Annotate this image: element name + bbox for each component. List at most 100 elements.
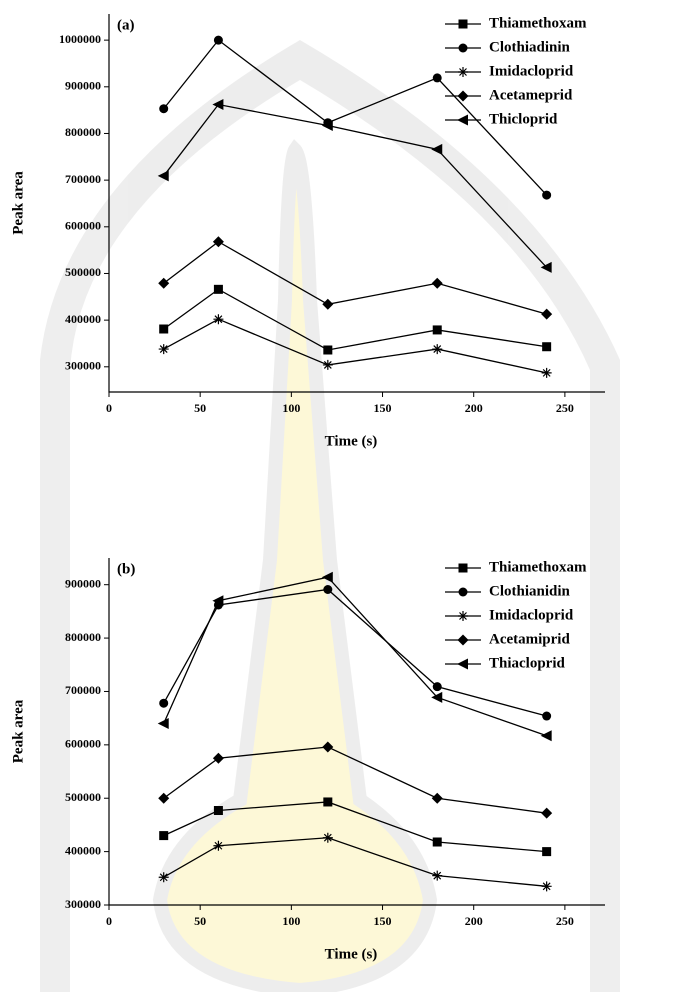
legend-marker — [457, 658, 468, 670]
marker — [540, 730, 552, 742]
marker — [213, 840, 224, 851]
marker — [542, 847, 552, 857]
x-tick-label: 50 — [194, 914, 206, 928]
y-tick-label: 700000 — [65, 683, 101, 697]
marker — [159, 831, 169, 841]
marker — [541, 308, 553, 320]
series-line — [163, 318, 547, 374]
marker — [321, 120, 333, 132]
marker — [431, 792, 443, 804]
x-tick-label: 250 — [556, 401, 574, 415]
marker — [159, 324, 169, 334]
watermark-spire — [152, 139, 438, 992]
marker — [212, 99, 224, 111]
y-tick-label: 300000 — [65, 359, 101, 373]
marker — [158, 277, 170, 289]
marker — [432, 870, 443, 881]
y-tick-label: 900000 — [65, 79, 101, 93]
marker — [541, 807, 553, 819]
marker — [322, 298, 334, 310]
legend-marker — [458, 43, 468, 53]
y-tick-label: 600000 — [65, 219, 101, 233]
marker — [323, 345, 333, 355]
legend-marker — [458, 587, 468, 597]
marker — [323, 584, 333, 594]
panel-label: (b) — [117, 561, 135, 577]
x-tick-label: 250 — [556, 914, 574, 928]
marker — [157, 170, 169, 182]
legend-marker — [457, 634, 469, 646]
marker — [432, 325, 442, 335]
marker — [213, 314, 224, 325]
y-tick-label: 1000000 — [59, 32, 101, 46]
marker — [541, 881, 552, 892]
marker — [432, 682, 442, 692]
marker — [213, 284, 223, 294]
marker — [432, 73, 442, 83]
marker — [212, 595, 224, 607]
legend-marker — [458, 611, 468, 621]
y-tick-label: 800000 — [65, 630, 101, 644]
x-tick-label: 150 — [374, 914, 392, 928]
marker — [542, 190, 552, 200]
y-tick-label: 500000 — [65, 265, 101, 279]
legend-marker — [457, 114, 468, 126]
y-tick-label: 800000 — [65, 125, 101, 139]
marker — [431, 143, 443, 155]
marker — [212, 236, 224, 248]
marker — [540, 261, 552, 273]
marker — [542, 711, 552, 721]
legend-label: Acetameprid — [489, 87, 573, 103]
legend-marker — [458, 67, 468, 77]
x-tick-label: 50 — [194, 401, 206, 415]
legend-label: Thiacloprid — [489, 655, 566, 671]
marker — [432, 344, 443, 355]
marker — [159, 104, 169, 114]
y-axis-title: Peak area — [10, 699, 26, 763]
x-axis-title: Time (s) — [325, 946, 378, 962]
marker — [158, 792, 170, 804]
y-tick-label: 600000 — [65, 737, 101, 751]
marker — [321, 571, 333, 583]
marker — [432, 837, 442, 847]
legend-label: Clothiadinin — [489, 39, 571, 55]
y-tick-label: 500000 — [65, 790, 101, 804]
marker — [323, 797, 333, 807]
marker — [541, 367, 552, 378]
panel-label: (a) — [117, 17, 135, 33]
legend-label: Acetamiprid — [489, 631, 570, 647]
x-tick-label: 200 — [465, 914, 483, 928]
legend-label: Imidacloprid — [489, 607, 574, 623]
x-tick-label: 100 — [282, 914, 300, 928]
x-axis-title: Time (s) — [325, 433, 378, 449]
legend-label: Thiamethoxam — [489, 15, 587, 31]
marker — [159, 698, 169, 708]
marker — [431, 691, 443, 703]
legend-label: Clothianidin — [489, 583, 571, 599]
marker — [213, 35, 223, 45]
y-tick-label: 700000 — [65, 172, 101, 186]
marker — [322, 359, 333, 370]
y-tick-label: 300000 — [65, 897, 101, 911]
x-tick-label: 100 — [282, 401, 300, 415]
marker — [431, 277, 443, 289]
marker — [213, 806, 223, 816]
legend-marker — [457, 90, 469, 102]
y-tick-label: 400000 — [65, 843, 101, 857]
y-axis-title: Peak area — [10, 171, 26, 235]
marker — [158, 872, 169, 883]
x-tick-label: 0 — [106, 914, 112, 928]
marker — [157, 717, 169, 729]
legend-label: Thiamethoxam — [489, 559, 587, 575]
legend: Thiamethoxam Clothianidin Imidacloprid Acet… — [445, 559, 587, 671]
legend: Thiamethoxam Clothiadinin Imidacloprid Acet… — [445, 15, 587, 127]
x-tick-label: 0 — [106, 401, 112, 415]
y-tick-label: 900000 — [65, 576, 101, 590]
y-tick-label: 400000 — [65, 312, 101, 326]
marker — [322, 832, 333, 843]
watermark — [40, 40, 620, 992]
legend-marker — [458, 563, 468, 573]
marker — [322, 741, 334, 753]
